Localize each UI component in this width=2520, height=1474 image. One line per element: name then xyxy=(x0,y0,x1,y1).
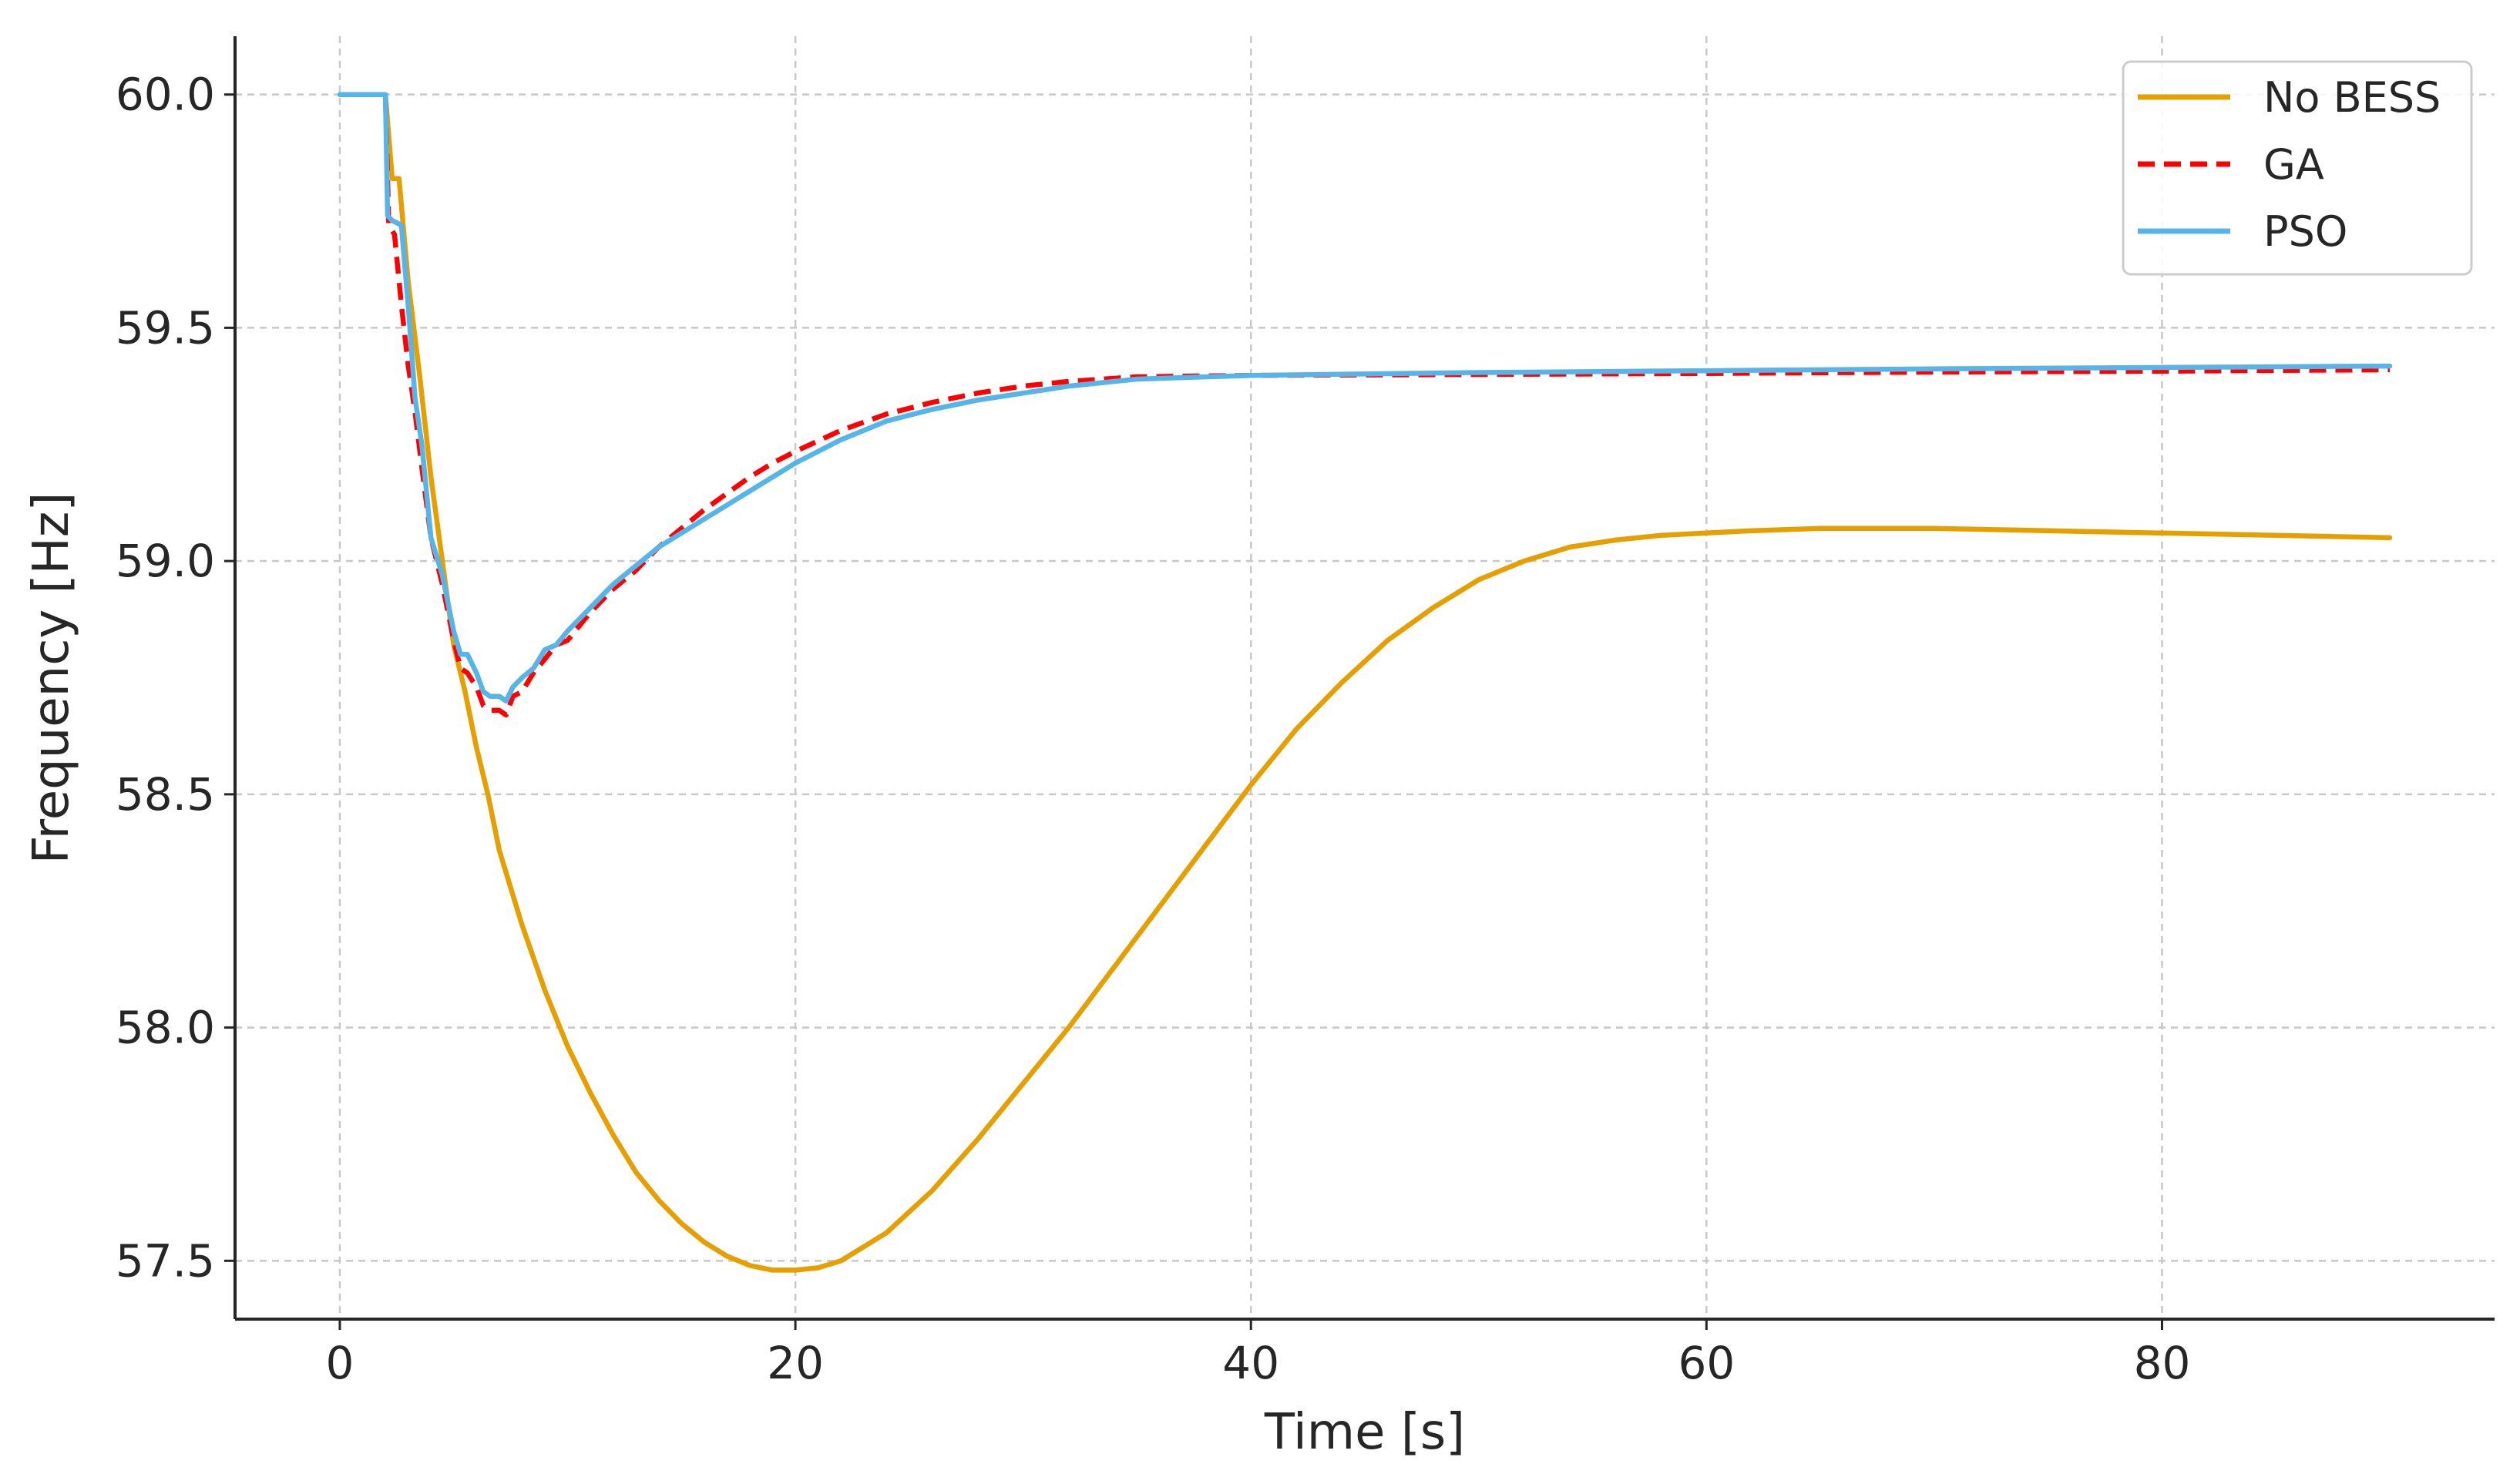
legend: No BESS GA PSO xyxy=(2122,60,2473,276)
x-tick-label: 40 xyxy=(1222,1337,1279,1389)
y-axis-ticks: 57.5 58.0 58.5 59.0 59.5 60.0 xyxy=(116,69,235,1287)
x-tick-label: 80 xyxy=(2134,1337,2191,1389)
legend-label: No BESS xyxy=(2263,73,2441,122)
grid xyxy=(235,36,2495,1319)
x-tick-label: 20 xyxy=(767,1337,824,1389)
x-tick-label: 0 xyxy=(326,1337,354,1389)
y-tick-label: 57.5 xyxy=(116,1234,215,1287)
y-tick-label: 59.5 xyxy=(116,301,215,354)
y-axis-label: Frequency [Hz] xyxy=(23,492,80,865)
legend-label: GA xyxy=(2263,140,2324,189)
y-tick-label: 60.0 xyxy=(116,69,215,121)
axes-spines xyxy=(234,36,2495,1321)
legend-label: PSO xyxy=(2263,207,2347,256)
x-tick-label: 60 xyxy=(1678,1337,1735,1389)
x-axis-label: Time [s] xyxy=(1264,1404,1465,1461)
x-axis-ticks: 0 20 40 60 80 xyxy=(326,1319,2191,1389)
y-tick-label: 59.0 xyxy=(116,535,215,587)
series-line-ga xyxy=(340,92,2391,718)
y-tick-label: 58.0 xyxy=(116,1002,215,1054)
legend-box xyxy=(2122,60,2473,276)
series-line-no-bess xyxy=(337,92,2393,1273)
plot-lines xyxy=(337,92,2393,1273)
y-tick-label: 58.5 xyxy=(116,768,215,821)
series-line-pso xyxy=(337,92,2393,704)
